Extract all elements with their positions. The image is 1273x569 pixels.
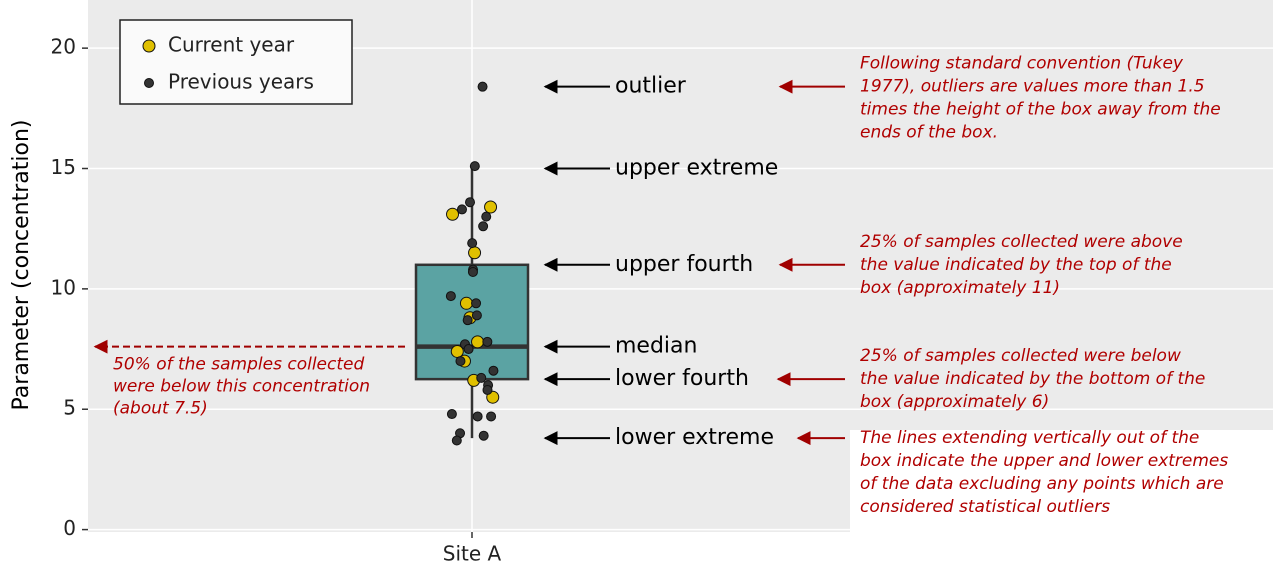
- note-text: Following standard convention (Tukey: [860, 54, 1184, 74]
- point: [456, 204, 467, 215]
- note-text: box (approximately 11): [860, 278, 1060, 298]
- point: [469, 161, 480, 172]
- legend-box: [119, 19, 353, 105]
- point: [484, 200, 498, 214]
- note-text: box indicate the upper and lower extreme…: [860, 451, 1228, 471]
- point: [463, 344, 474, 355]
- note-text: 25% of samples collected were below: [860, 346, 1181, 366]
- box-label: outlier: [615, 74, 687, 99]
- point: [446, 207, 460, 221]
- box-label: lower extreme: [615, 425, 774, 450]
- legend-marker: [142, 39, 156, 53]
- note-text: 50% of the samples collected: [113, 355, 364, 375]
- point: [465, 197, 476, 208]
- point: [471, 310, 482, 321]
- y-tick-label: 15: [51, 155, 76, 179]
- point: [468, 246, 482, 260]
- point: [459, 296, 473, 310]
- note-text: the value indicated by the bottom of the: [860, 369, 1205, 389]
- note-text: (about 7.5): [113, 399, 208, 419]
- point: [451, 435, 462, 446]
- point: [482, 336, 493, 347]
- note-text: 1977), outliers are values more than 1.5: [860, 77, 1205, 97]
- point: [488, 365, 499, 376]
- point: [476, 372, 487, 383]
- note-text: the value indicated by the top of the: [860, 255, 1172, 275]
- point: [445, 291, 456, 302]
- y-tick-label: 20: [51, 35, 76, 59]
- note-text: were below this concentration: [113, 377, 370, 397]
- legend-label: Current year: [168, 33, 295, 57]
- y-tick-label: 0: [63, 516, 76, 540]
- box-label: upper extreme: [615, 156, 778, 181]
- point: [472, 411, 483, 422]
- box-label: lower fourth: [615, 366, 749, 391]
- note-text: The lines extending vertically out of th…: [860, 428, 1199, 448]
- box-label: upper fourth: [615, 252, 753, 277]
- point: [477, 81, 488, 92]
- point: [455, 356, 466, 367]
- x-tick-label: Site A: [443, 542, 502, 566]
- y-tick-label: 10: [51, 275, 76, 299]
- legend-marker: [144, 78, 154, 88]
- note-text: considered statistical outliers: [860, 497, 1110, 517]
- point: [446, 409, 457, 420]
- legend-label: Previous years: [168, 70, 314, 94]
- note-text: of the data excluding any points which a…: [860, 474, 1224, 494]
- point: [462, 315, 473, 326]
- point: [481, 211, 492, 222]
- point: [467, 238, 478, 249]
- point: [467, 267, 478, 278]
- note-text: times the height of the box away from th…: [860, 100, 1221, 120]
- point: [478, 221, 489, 232]
- box-label: median: [615, 334, 697, 359]
- point: [478, 430, 489, 441]
- y-axis-title: Parameter (concentration): [9, 120, 34, 411]
- point: [482, 384, 493, 395]
- point: [486, 411, 497, 422]
- note-text: box (approximately 6): [860, 392, 1049, 412]
- y-tick-label: 5: [63, 396, 76, 420]
- note-text: ends of the box.: [860, 123, 998, 143]
- note-text: 25% of samples collected were above: [860, 232, 1183, 252]
- note-background: [850, 430, 1273, 532]
- point: [471, 335, 485, 349]
- point: [471, 298, 482, 309]
